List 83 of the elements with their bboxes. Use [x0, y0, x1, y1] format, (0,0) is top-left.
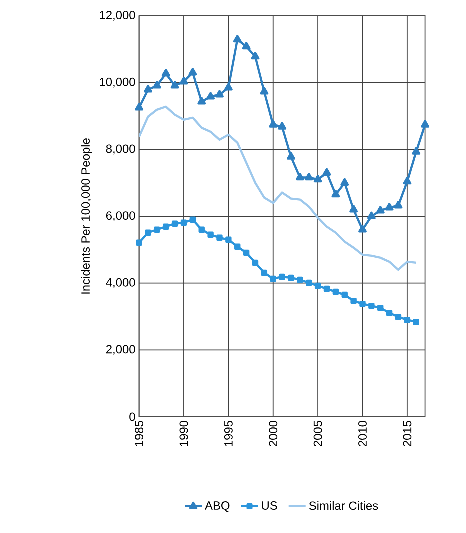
x-tick-label: 1985: [134, 421, 144, 446]
point: [144, 85, 152, 93]
point: [134, 103, 144, 111]
point: [198, 226, 205, 233]
point: [206, 92, 215, 100]
point: [322, 168, 332, 176]
point: [260, 87, 269, 95]
point: [251, 52, 260, 60]
x-tick-label: 1995: [224, 421, 233, 446]
x-tick-label: 2005: [314, 421, 322, 447]
point: [224, 83, 233, 91]
x-tick-label: 2000: [268, 420, 278, 447]
point: [215, 90, 224, 98]
point: [279, 274, 286, 280]
point: [136, 240, 142, 246]
point: [314, 282, 322, 290]
point: [368, 302, 375, 310]
point: [385, 203, 394, 211]
point: [198, 97, 206, 105]
x-tick-label: 1990: [180, 420, 188, 446]
x-tick-label: 2010: [358, 420, 367, 447]
point: [154, 226, 160, 233]
point: [413, 318, 420, 326]
point: [332, 288, 339, 296]
point: [324, 286, 330, 292]
point: [190, 216, 196, 223]
point: [386, 310, 393, 316]
point: [234, 244, 241, 250]
point: [350, 298, 357, 304]
point: [332, 190, 340, 198]
point: [243, 250, 250, 256]
y-tick-label: 2,000: [106, 345, 136, 356]
point: [342, 292, 348, 298]
point: [304, 173, 314, 181]
y-axis-title: Incidents Per 100,000 People: [81, 138, 92, 294]
point: [145, 230, 152, 236]
x-tick-label: 2015: [403, 421, 412, 447]
y-tick-label: 4,000: [106, 278, 136, 288]
point: [170, 81, 180, 89]
point: [180, 220, 187, 226]
point: [286, 152, 296, 160]
point: [261, 270, 268, 276]
y-tick-label: 8,000: [106, 144, 136, 155]
point: [376, 206, 385, 214]
legend-label: Similar Cities: [309, 501, 378, 510]
point: [340, 178, 349, 186]
point: [358, 225, 367, 233]
point: [216, 234, 223, 241]
point: [349, 205, 358, 213]
y-tick-label: 10,000: [100, 78, 136, 88]
point: [412, 147, 420, 155]
point: [403, 177, 412, 185]
point: [208, 232, 214, 238]
point: [270, 276, 276, 282]
point: [395, 314, 402, 320]
point: [225, 236, 232, 243]
point: [269, 120, 278, 128]
point: [367, 212, 376, 220]
point: [404, 316, 410, 324]
point: [288, 274, 294, 282]
point: [360, 300, 366, 308]
point: [420, 120, 430, 128]
y-tick-label: 12,000: [100, 11, 136, 21]
point: [278, 122, 286, 130]
point: [377, 304, 384, 312]
point: [162, 69, 170, 77]
point: [296, 173, 304, 181]
point: [394, 201, 403, 209]
point: [306, 280, 312, 286]
point: [296, 276, 304, 284]
point: [188, 68, 198, 76]
point: [162, 224, 170, 230]
point: [172, 220, 178, 227]
point: [152, 81, 162, 89]
point: [242, 42, 251, 50]
legend-label: US: [262, 502, 278, 510]
point: [233, 35, 242, 43]
point: [314, 175, 322, 183]
legend-label: ABQ: [204, 502, 230, 512]
y-tick-label: 6,000: [106, 212, 136, 222]
y-tick-label: 0: [129, 412, 136, 422]
point: [180, 77, 188, 85]
point: [252, 260, 258, 266]
